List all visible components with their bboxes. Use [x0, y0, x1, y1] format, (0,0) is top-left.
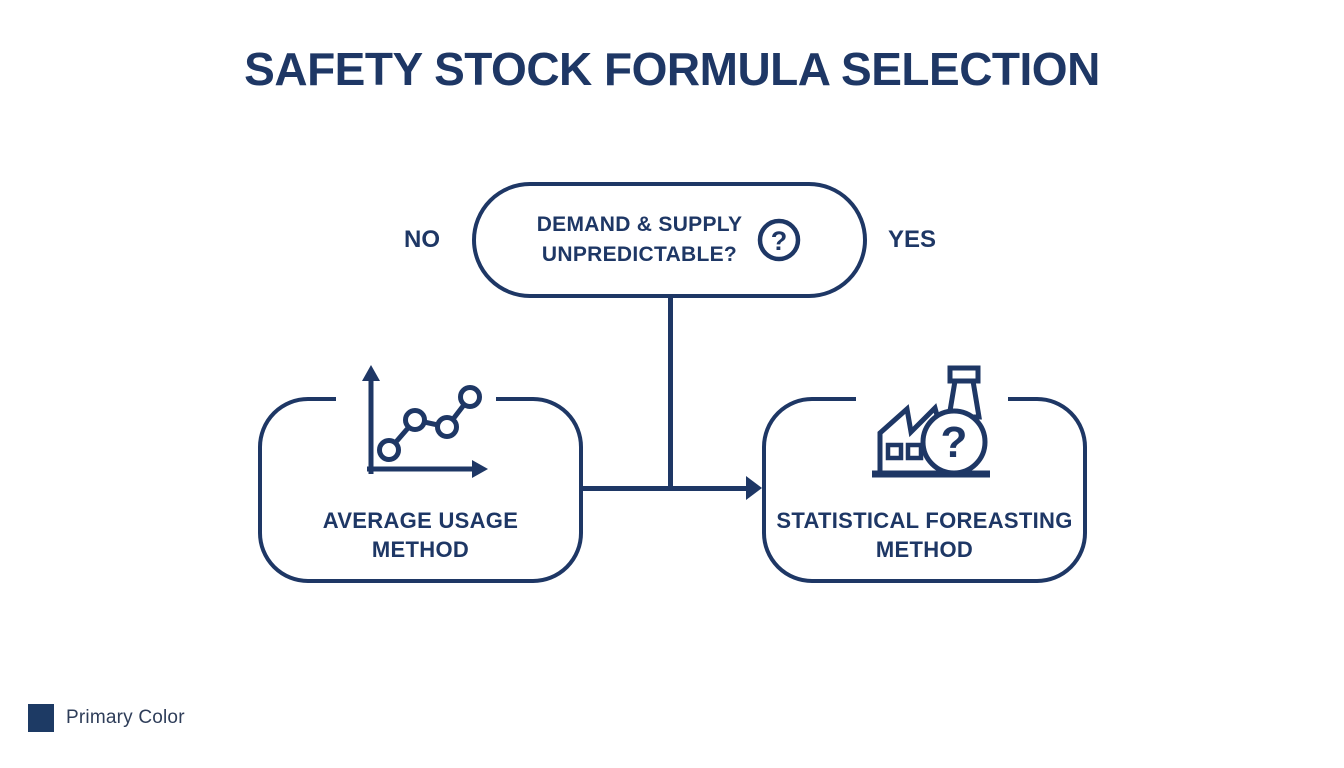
outcome-right-line1: STATISTICAL FOREASTING: [776, 508, 1073, 533]
connector-horizontal: [583, 486, 748, 491]
decision-label: DEMAND & SUPPLY UNPREDICTABLE?: [537, 210, 743, 270]
outcome-left-line1: AVERAGE USAGE: [322, 508, 519, 533]
outcome-left-line2: METHOD: [371, 537, 470, 562]
connector-vertical: [668, 296, 673, 488]
decision-label-line1: DEMAND & SUPPLY: [536, 213, 743, 236]
legend-label: Primary Color: [66, 707, 185, 728]
factory-question-icon: ?: [856, 360, 1008, 484]
page-title: SAFETY STOCK FORMULA SELECTION: [244, 43, 1100, 95]
line-chart-icon: [336, 362, 496, 484]
legend-color-swatch: [28, 704, 54, 732]
decision-label-line2: UNPREDICTABLE?: [541, 243, 738, 266]
outcome-label-left: AVERAGE USAGE METHOD: [258, 506, 583, 564]
branch-label-no: NO: [404, 226, 440, 253]
connector-arrowhead-icon: [746, 476, 762, 500]
factory-question-glyph: ?: [941, 418, 968, 467]
branch-label-yes: YES: [887, 226, 937, 253]
decision-node: DEMAND & SUPPLY UNPREDICTABLE? ?: [472, 182, 867, 298]
legend: Primary Color: [28, 704, 185, 732]
question-glyph: ?: [771, 226, 788, 256]
question-circle-icon: ?: [758, 218, 801, 262]
outcome-label-right: STATISTICAL FOREASTING METHOD: [762, 506, 1087, 564]
outcome-right-line2: METHOD: [875, 537, 974, 562]
